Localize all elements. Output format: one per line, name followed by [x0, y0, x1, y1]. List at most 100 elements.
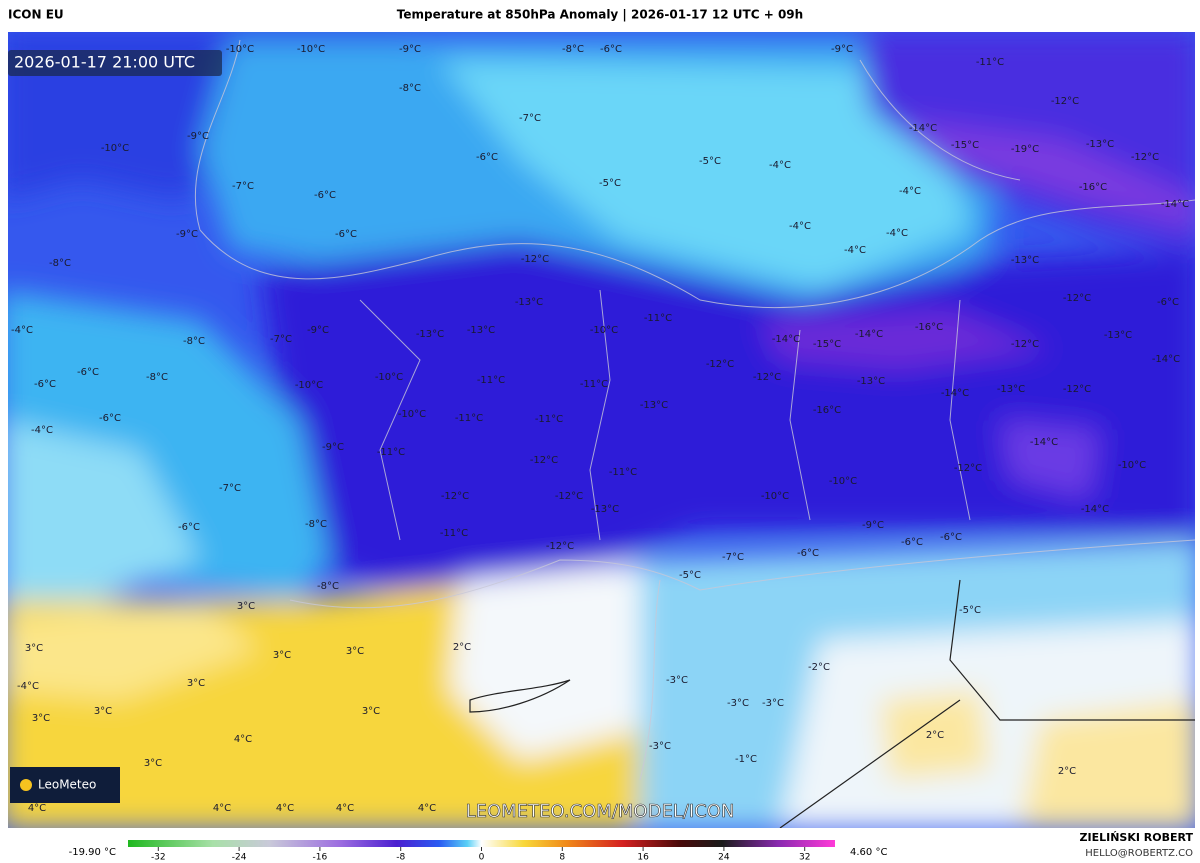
- temperature-label: -4°C: [899, 186, 921, 197]
- temperature-label: -12°C: [1131, 152, 1159, 163]
- temperature-label: -15°C: [813, 339, 841, 350]
- temperature-label: -7°C: [722, 552, 744, 563]
- temperature-label: -6°C: [178, 522, 200, 533]
- time-box: [8, 50, 222, 76]
- temperature-label: 3°C: [273, 650, 291, 661]
- temperature-label: -7°C: [519, 113, 541, 124]
- temperature-label: -9°C: [176, 229, 198, 240]
- shade: [440, 60, 970, 290]
- colorbar-tick-label: -8: [396, 853, 405, 863]
- temperature-label: -13°C: [515, 297, 543, 308]
- author: ZIELIŃSKI ROBERT: [1080, 831, 1194, 844]
- shade: [8, 600, 260, 700]
- temperature-label: -8°C: [146, 372, 168, 383]
- temperature-label: -14°C: [772, 334, 800, 345]
- temperature-label: -4°C: [844, 245, 866, 256]
- temperature-label: -4°C: [11, 325, 33, 336]
- temperature-label: -14°C: [855, 329, 883, 340]
- colorbar-tick-label: 24: [718, 853, 730, 863]
- temperature-label: -10°C: [101, 143, 129, 154]
- colorbar-tick-label: -16: [313, 853, 328, 863]
- temperature-label: -13°C: [591, 504, 619, 515]
- temperature-label: -14°C: [1161, 199, 1189, 210]
- temperature-label: -13°C: [1011, 255, 1039, 266]
- temperature-label: -12°C: [706, 359, 734, 370]
- temperature-label: -14°C: [909, 123, 937, 134]
- temperature-label: -10°C: [398, 409, 426, 420]
- temperature-label: 2°C: [926, 730, 944, 741]
- temperature-label: -19°C: [1011, 144, 1039, 155]
- temperature-label: -4°C: [31, 425, 53, 436]
- colorbar-tick-label: -24: [232, 853, 247, 863]
- border: [779, 699, 961, 828]
- temperature-label: 3°C: [25, 643, 43, 654]
- temperature-label: -10°C: [375, 372, 403, 383]
- temperature-label: -6°C: [1157, 297, 1179, 308]
- temperature-label: -11°C: [440, 528, 468, 539]
- border: [589, 289, 611, 541]
- border: [699, 539, 1195, 591]
- temperature-label: -7°C: [219, 483, 241, 494]
- temperature-label: 4°C: [276, 803, 294, 814]
- temperature-label: -10°C: [226, 44, 254, 55]
- colorbar-tick-label: 32: [799, 853, 810, 863]
- valid-time: 2026-01-17 21:00 UTC: [14, 53, 195, 72]
- map-title: Temperature at 850hPa Anomaly | 2026-01-…: [397, 8, 803, 22]
- temperature-label: -3°C: [666, 675, 688, 686]
- temperature-label: -5°C: [599, 178, 621, 189]
- coastline: [194, 39, 241, 231]
- coastline: [639, 579, 661, 781]
- temperature-label: -6°C: [77, 367, 99, 378]
- temperature-label: 3°C: [94, 706, 112, 717]
- border: [789, 329, 811, 521]
- temperature-label: -13°C: [1104, 330, 1132, 341]
- min-value: -19.90 °C: [69, 847, 116, 858]
- temperature-label: -13°C: [997, 384, 1025, 395]
- temperature-label: -12°C: [1063, 384, 1091, 395]
- temperature-label: -10°C: [1118, 460, 1146, 471]
- temperature-label: -14°C: [1081, 504, 1109, 515]
- logo-icon: [20, 779, 32, 791]
- temperature-label: -16°C: [1079, 182, 1107, 193]
- temperature-label: -16°C: [915, 322, 943, 333]
- temperature-label: -12°C: [753, 372, 781, 383]
- temperature-label: -4°C: [769, 160, 791, 171]
- temperature-label: -6°C: [34, 379, 56, 390]
- shade: [900, 120, 1195, 229]
- temperature-label: -9°C: [187, 131, 209, 142]
- temperature-labels: -10°C -10°C -9°C -8°C -6°C -9°C -11°C -8°C -12°C…: [11, 44, 1189, 814]
- temperature-label: 3°C: [237, 601, 255, 612]
- shade: [8, 421, 200, 600]
- temperature-label: -2°C: [808, 662, 830, 673]
- temperature-label: -6°C: [797, 548, 819, 559]
- temperature-label: -14°C: [1030, 437, 1058, 448]
- temperature-label: -12°C: [1063, 293, 1091, 304]
- temperature-label: -10°C: [829, 476, 857, 487]
- temperature-label: -7°C: [270, 334, 292, 345]
- temperature-label: -10°C: [295, 380, 323, 391]
- borders-black: [469, 579, 1195, 828]
- shade: [450, 560, 680, 760]
- temperature-label: -9°C: [862, 520, 884, 531]
- temperature-label: -8°C: [317, 581, 339, 592]
- temperature-label: -11°C: [609, 467, 637, 478]
- temperature-label: -1°C: [735, 754, 757, 765]
- temperature-label: -10°C: [590, 325, 618, 336]
- temperature-label: -13°C: [1086, 139, 1114, 150]
- temperature-label: -6°C: [335, 229, 357, 240]
- temperature-label: 4°C: [28, 803, 46, 814]
- temperature-label: -4°C: [789, 221, 811, 232]
- shade: [1000, 420, 1100, 500]
- temperature-label: -6°C: [940, 532, 962, 543]
- boundaries: [194, 39, 1195, 781]
- temperature-label: -4°C: [17, 681, 39, 692]
- border: [359, 299, 421, 541]
- temperature-label: 2°C: [453, 642, 471, 653]
- temperature-label: -6°C: [99, 413, 121, 424]
- temperature-label: -12°C: [954, 463, 982, 474]
- temperature-label: -12°C: [1011, 339, 1039, 350]
- temperature-label: 2°C: [1058, 766, 1076, 777]
- email: HELLO@ROBERTZ.CO: [1085, 848, 1193, 859]
- temperature-label: 4°C: [213, 803, 231, 814]
- temperature-label: -9°C: [322, 442, 344, 453]
